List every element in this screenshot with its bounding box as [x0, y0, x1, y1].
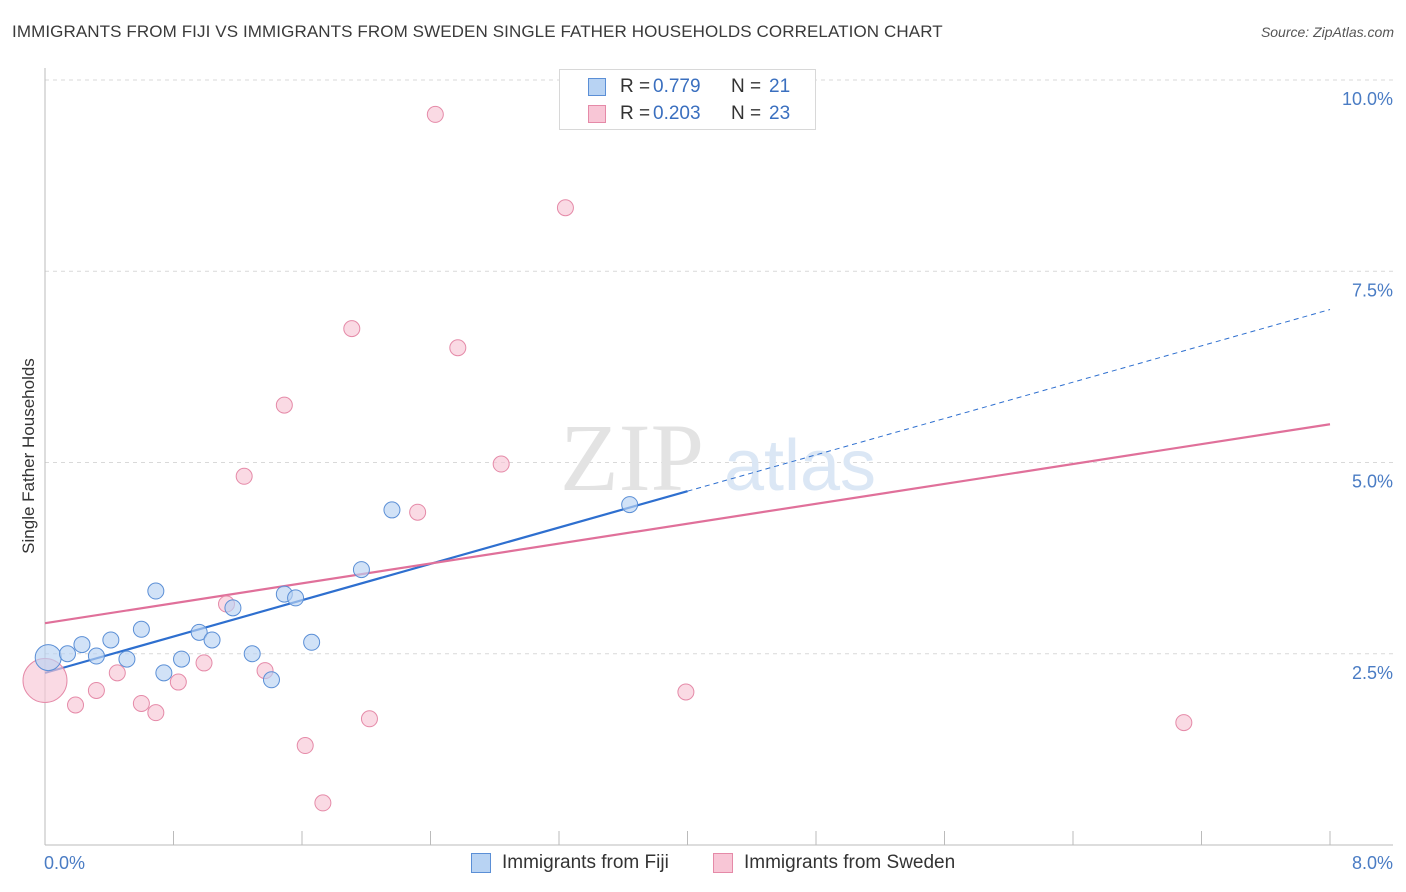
fiji-trend-line	[44, 490, 688, 674]
grid	[45, 79, 1393, 655]
fiji-point	[147, 582, 165, 600]
fiji-point	[352, 561, 370, 579]
source-label: Source: ZipAtlas.com	[1260, 24, 1394, 40]
legend-r-label: R =	[620, 103, 651, 124]
x-tick-label-max: 8.0%	[1352, 853, 1393, 873]
y-tick-label: 5.0%	[1352, 472, 1393, 492]
fiji-point	[287, 589, 305, 607]
fiji-trend-extension	[687, 309, 1331, 492]
sweden-point	[169, 673, 187, 691]
sweden-point	[147, 704, 165, 722]
fiji-point	[173, 650, 191, 668]
sweden-point	[677, 683, 695, 701]
sweden-point	[409, 503, 427, 521]
sweden-trend-line	[44, 423, 1331, 625]
legend-n-label: N =	[731, 103, 762, 124]
fiji-point	[87, 647, 105, 665]
sweden-point	[360, 710, 378, 728]
fiji-point	[118, 650, 136, 668]
sweden-point	[426, 105, 444, 123]
axes	[44, 68, 1393, 846]
trend-lines	[44, 309, 1331, 674]
sweden-swatch	[588, 105, 606, 123]
fiji-point	[262, 671, 280, 689]
sweden-point	[1175, 714, 1193, 732]
fiji-point	[303, 633, 321, 651]
fiji-legend-label: Immigrants from Fiji	[502, 852, 669, 873]
sweden-point	[195, 654, 213, 672]
sweden-point	[87, 681, 105, 699]
fiji-point	[132, 620, 150, 638]
watermark-atlas: atlas	[724, 426, 876, 506]
sweden-point	[275, 396, 293, 414]
fiji-swatch	[588, 78, 606, 96]
fiji-point	[102, 631, 120, 649]
fiji-n-value: 21	[769, 76, 791, 97]
sweden-point	[296, 737, 314, 755]
fiji-point	[58, 645, 76, 663]
fiji-point	[73, 636, 91, 654]
y-tick-label: 7.5%	[1352, 280, 1393, 300]
sweden-point	[235, 467, 253, 485]
sweden-r-value: 0.203	[653, 103, 701, 124]
y-axis-title: Single Father Households	[19, 358, 38, 554]
fiji-point	[383, 501, 401, 519]
sweden-point	[314, 794, 332, 812]
fiji-point	[190, 623, 208, 641]
y-tick-labels: 2.5% 5.0% 7.5% 10.0%	[1342, 89, 1393, 683]
legend-r-label: R =	[620, 76, 651, 97]
y-tick-label: 10.0%	[1342, 89, 1393, 109]
sweden-point	[449, 339, 467, 357]
fiji-point	[243, 645, 261, 663]
watermark-zip: ZIP	[560, 404, 704, 511]
correlation-legend: R = 0.779 N = 21 R = 0.203 N = 23	[559, 69, 816, 130]
sweden-point	[492, 455, 510, 473]
y-tick-label: 2.5%	[1352, 663, 1393, 683]
sweden-legend-label: Immigrants from Sweden	[744, 852, 956, 873]
legend-n-label: N =	[731, 76, 762, 97]
chart-title: IMMIGRANTS FROM FIJI VS IMMIGRANTS FROM …	[12, 22, 943, 41]
fiji-point	[155, 664, 173, 682]
fiji-point	[224, 599, 242, 617]
sweden-legend-swatch	[713, 853, 733, 873]
sweden-point	[343, 320, 361, 338]
data-points	[22, 105, 1193, 812]
fiji-point	[621, 496, 639, 514]
fiji-r-value: 0.779	[653, 76, 701, 97]
sweden-point	[108, 664, 126, 682]
fiji-legend-swatch	[471, 853, 491, 873]
sweden-n-value: 23	[769, 103, 791, 124]
sweden-point	[556, 199, 574, 217]
fiji-point	[203, 631, 221, 649]
sweden-point	[132, 694, 150, 712]
fiji-point	[34, 644, 62, 672]
x-tick-label-min: 0.0%	[44, 853, 85, 873]
sweden-point	[67, 696, 85, 714]
